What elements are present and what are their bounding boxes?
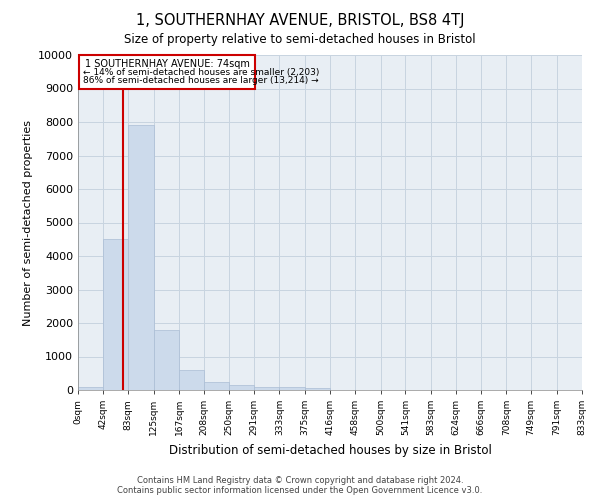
- Text: Contains HM Land Registry data © Crown copyright and database right 2024.
Contai: Contains HM Land Registry data © Crown c…: [118, 476, 482, 495]
- Text: 1 SOUTHERNHAY AVENUE: 74sqm: 1 SOUTHERNHAY AVENUE: 74sqm: [85, 59, 250, 69]
- Bar: [305, 388, 329, 390]
- FancyBboxPatch shape: [79, 55, 254, 88]
- Text: 1, SOUTHERNHAY AVENUE, BRISTOL, BS8 4TJ: 1, SOUTHERNHAY AVENUE, BRISTOL, BS8 4TJ: [136, 12, 464, 28]
- Y-axis label: Number of semi-detached properties: Number of semi-detached properties: [23, 120, 32, 326]
- Text: ← 14% of semi-detached houses are smaller (2,203): ← 14% of semi-detached houses are smalle…: [83, 68, 319, 76]
- Bar: [204, 382, 229, 390]
- Bar: [229, 385, 254, 390]
- Bar: [254, 386, 280, 390]
- Bar: [179, 370, 204, 390]
- Bar: [128, 126, 154, 390]
- Bar: [78, 386, 103, 390]
- Bar: [280, 388, 305, 390]
- X-axis label: Distribution of semi-detached houses by size in Bristol: Distribution of semi-detached houses by …: [169, 444, 491, 456]
- Text: Size of property relative to semi-detached houses in Bristol: Size of property relative to semi-detach…: [124, 32, 476, 46]
- Bar: [103, 240, 128, 390]
- Text: 86% of semi-detached houses are larger (13,214) →: 86% of semi-detached houses are larger (…: [83, 76, 319, 85]
- Bar: [154, 330, 179, 390]
